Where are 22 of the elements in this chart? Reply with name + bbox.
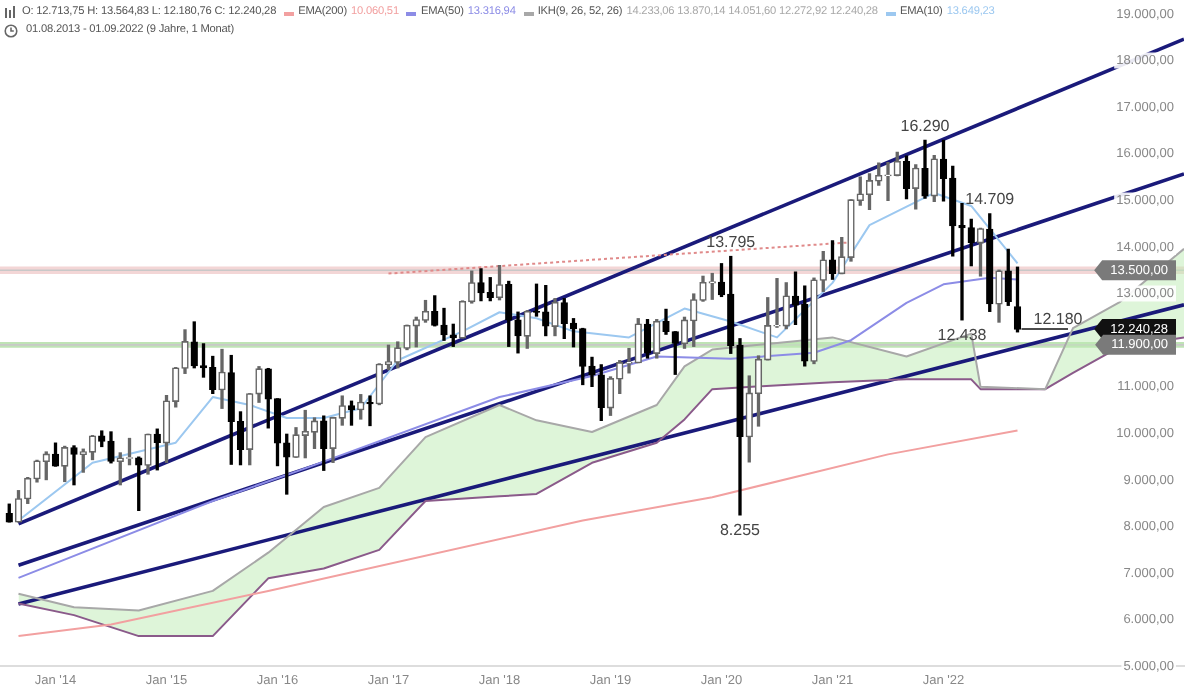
candlestick [366,395,374,427]
candlestick [828,240,837,280]
candlestick [865,173,874,210]
candlestick [1013,266,1022,333]
candlestick [88,435,97,461]
candlestick [51,442,60,467]
candlestick [14,490,23,523]
candlestick [421,299,430,323]
annotation: 14.709 [965,190,1016,209]
candlestick [495,264,504,301]
annotation: 12.438 [937,326,988,345]
annotation: 12.180 [1033,310,1084,329]
annotation: 13.795 [706,232,757,251]
candlestick [643,319,652,359]
candlestick [532,283,541,317]
annotation: 16.290 [900,116,951,135]
candlestick [902,155,911,200]
annotation: 8.255 [719,521,762,540]
candlestick [310,417,319,449]
candlestick [273,398,282,467]
candlestick [347,400,356,426]
candlestick [976,227,985,277]
